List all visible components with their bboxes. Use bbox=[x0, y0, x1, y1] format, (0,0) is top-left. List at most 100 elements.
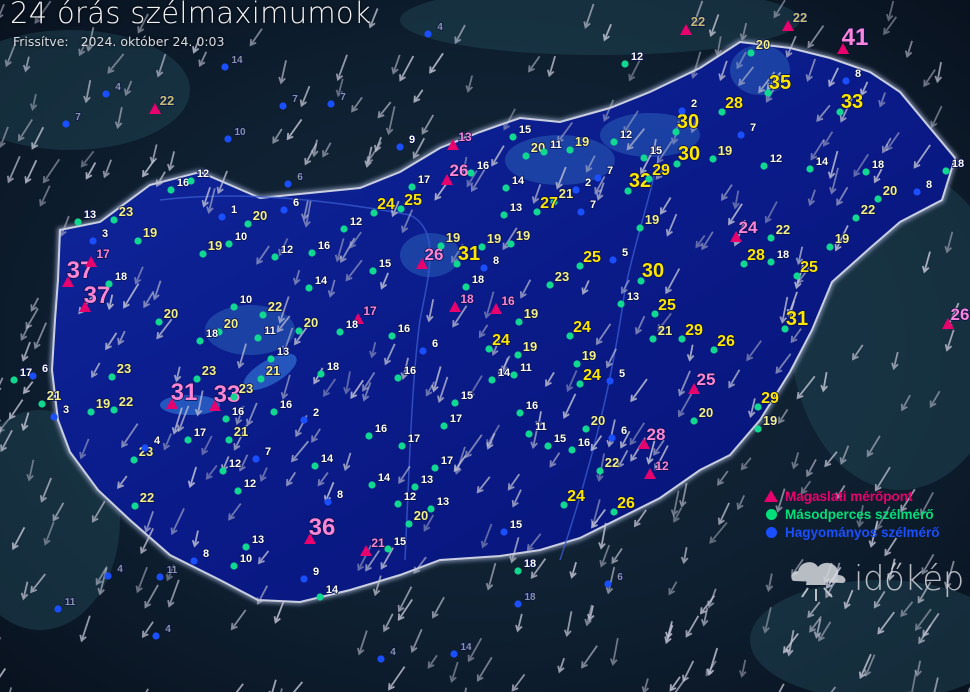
station-masodperces[interactable]: 15 bbox=[640, 144, 663, 162]
station-hagyomanyos[interactable]: 11 bbox=[156, 564, 178, 581]
station-masodperces[interactable]: 24 bbox=[560, 487, 586, 509]
station-masodperces[interactable]: 14 bbox=[368, 471, 392, 489]
station-masodperces[interactable]: 23 bbox=[110, 203, 134, 224]
station-masodperces[interactable]: 19 bbox=[636, 211, 660, 232]
station-masodperces[interactable]: 16 bbox=[467, 159, 490, 177]
station-magaslati[interactable]: 22 bbox=[782, 9, 808, 31]
station-hagyomanyos[interactable]: 7 bbox=[252, 445, 272, 463]
station-hagyomanyos[interactable]: 15 bbox=[500, 518, 523, 536]
station-masodperces[interactable]: 22 bbox=[110, 393, 134, 414]
station-masodperces[interactable]: 16 bbox=[388, 322, 411, 340]
station-hagyomanyos[interactable]: 8 bbox=[842, 67, 862, 85]
station-magaslati[interactable]: 16 bbox=[490, 293, 516, 314]
station-masodperces[interactable]: 19 bbox=[573, 347, 597, 368]
station-masodperces[interactable]: 12 bbox=[219, 457, 242, 475]
station-magaslati[interactable]: 24 bbox=[730, 217, 759, 242]
station-masodperces[interactable]: 15 bbox=[369, 257, 392, 275]
station-hagyomanyos[interactable]: 3 bbox=[89, 227, 109, 245]
station-magaslati[interactable]: 36 bbox=[304, 513, 336, 544]
station-masodperces[interactable]: 18 bbox=[942, 157, 965, 175]
station-masodperces[interactable]: 30 bbox=[637, 259, 665, 285]
idokep-logo[interactable]: időkép bbox=[788, 553, 964, 605]
station-masodperces[interactable]: 20 bbox=[690, 404, 714, 425]
station-masodperces[interactable]: 20 bbox=[582, 412, 606, 433]
station-magaslati[interactable]: 17 bbox=[85, 246, 111, 267]
station-hagyomanyos[interactable]: 8 bbox=[324, 488, 344, 506]
station-masodperces[interactable]: 12 bbox=[760, 152, 783, 170]
station-masodperces[interactable]: 18 bbox=[462, 273, 485, 291]
station-masodperces[interactable]: 10 bbox=[230, 552, 253, 570]
station-hagyomanyos[interactable]: 4 bbox=[377, 646, 397, 663]
station-masodperces[interactable]: 15 bbox=[451, 389, 474, 407]
station-hagyomanyos[interactable]: 14 bbox=[450, 641, 473, 658]
station-masodperces[interactable]: 13 bbox=[267, 345, 290, 363]
station-hagyomanyos[interactable]: 3 bbox=[50, 403, 70, 421]
station-masodperces[interactable]: 24 bbox=[566, 318, 592, 340]
station-magaslati[interactable]: 22 bbox=[149, 92, 175, 114]
station-hagyomanyos[interactable]: 14 bbox=[221, 54, 244, 71]
station-magaslati[interactable]: 28 bbox=[638, 424, 666, 449]
station-hagyomanyos[interactable]: 4 bbox=[424, 21, 444, 38]
station-masodperces[interactable]: 19 bbox=[199, 237, 223, 258]
station-hagyomanyos[interactable]: 4 bbox=[102, 81, 122, 98]
station-masodperces[interactable]: 29 bbox=[754, 389, 780, 411]
station-masodperces[interactable]: 13 bbox=[74, 208, 97, 226]
station-masodperces[interactable]: 18 bbox=[767, 248, 790, 266]
station-masodperces[interactable]: 17 bbox=[431, 454, 454, 472]
station-magaslati[interactable]: 26 bbox=[416, 244, 444, 269]
station-hagyomanyos[interactable]: 2 bbox=[678, 97, 698, 115]
station-masodperces[interactable]: 12 bbox=[621, 50, 644, 68]
station-masodperces[interactable]: 12 bbox=[234, 477, 257, 495]
station-masodperces[interactable]: 17 bbox=[408, 173, 431, 191]
station-masodperces[interactable]: 18 bbox=[196, 327, 219, 345]
station-masodperces[interactable]: 21 bbox=[38, 387, 62, 408]
station-masodperces[interactable]: 15 bbox=[384, 535, 407, 553]
station-masodperces[interactable]: 14 bbox=[806, 155, 830, 173]
station-masodperces[interactable]: 16 bbox=[308, 239, 331, 257]
station-masodperces[interactable]: 15 bbox=[544, 432, 567, 450]
station-masodperces[interactable]: 31 bbox=[453, 242, 481, 268]
station-hagyomanyos[interactable]: 1 bbox=[218, 203, 238, 221]
station-masodperces[interactable]: 19 bbox=[515, 305, 539, 326]
station-masodperces[interactable]: 19 bbox=[709, 142, 733, 163]
station-masodperces[interactable]: 23 bbox=[193, 362, 217, 383]
station-masodperces[interactable]: 20 bbox=[244, 207, 268, 228]
station-masodperces[interactable]: 16 bbox=[516, 399, 539, 417]
station-hagyomanyos[interactable]: 7 bbox=[327, 91, 347, 108]
station-hagyomanyos[interactable]: 7 bbox=[62, 111, 82, 128]
station-masodperces[interactable]: 17 bbox=[184, 426, 207, 444]
station-masodperces[interactable]: 22 bbox=[259, 298, 283, 319]
station-masodperces[interactable]: 29 bbox=[645, 161, 671, 183]
station-hagyomanyos[interactable]: 18 bbox=[514, 591, 537, 608]
station-masodperces[interactable]: 26 bbox=[610, 494, 636, 516]
station-hagyomanyos[interactable]: 9 bbox=[396, 133, 416, 151]
station-masodperces[interactable]: 19 bbox=[507, 227, 531, 248]
station-magaslati[interactable]: 26 bbox=[441, 160, 469, 185]
station-masodperces[interactable]: 18 bbox=[317, 360, 340, 378]
station-masodperces[interactable]: 19 bbox=[514, 338, 538, 359]
station-masodperces[interactable]: 24 bbox=[370, 195, 396, 217]
station-masodperces[interactable]: 28 bbox=[740, 246, 766, 268]
station-magaslati[interactable]: 12 bbox=[644, 458, 670, 479]
station-hagyomanyos[interactable]: 9 bbox=[300, 565, 320, 583]
station-hagyomanyos[interactable]: 6 bbox=[608, 424, 628, 442]
station-hagyomanyos[interactable]: 6 bbox=[284, 171, 304, 188]
station-masodperces[interactable]: 20 bbox=[155, 305, 179, 326]
station-masodperces[interactable]: 22 bbox=[852, 201, 876, 222]
station-masodperces[interactable]: 21 bbox=[257, 362, 281, 383]
station-masodperces[interactable]: 20 bbox=[405, 507, 429, 528]
station-masodperces[interactable]: 13 bbox=[617, 290, 640, 308]
station-magaslati[interactable]: 26 bbox=[942, 304, 970, 329]
station-masodperces[interactable]: 19 bbox=[754, 412, 778, 433]
station-masodperces[interactable]: 13 bbox=[427, 495, 450, 513]
station-masodperces[interactable]: 23 bbox=[230, 380, 254, 401]
station-masodperces[interactable]: 13 bbox=[242, 533, 265, 551]
station-masodperces[interactable]: 12 bbox=[340, 215, 363, 233]
station-masodperces[interactable]: 33 bbox=[836, 90, 864, 116]
station-masodperces[interactable]: 22 bbox=[131, 489, 155, 510]
station-magaslati[interactable]: 18 bbox=[449, 291, 475, 312]
station-masodperces[interactable]: 11 bbox=[525, 420, 548, 438]
station-masodperces[interactable]: 22 bbox=[596, 454, 620, 475]
station-hagyomanyos[interactable]: 5 bbox=[606, 367, 626, 385]
station-hagyomanyos[interactable]: 8 bbox=[190, 547, 210, 565]
